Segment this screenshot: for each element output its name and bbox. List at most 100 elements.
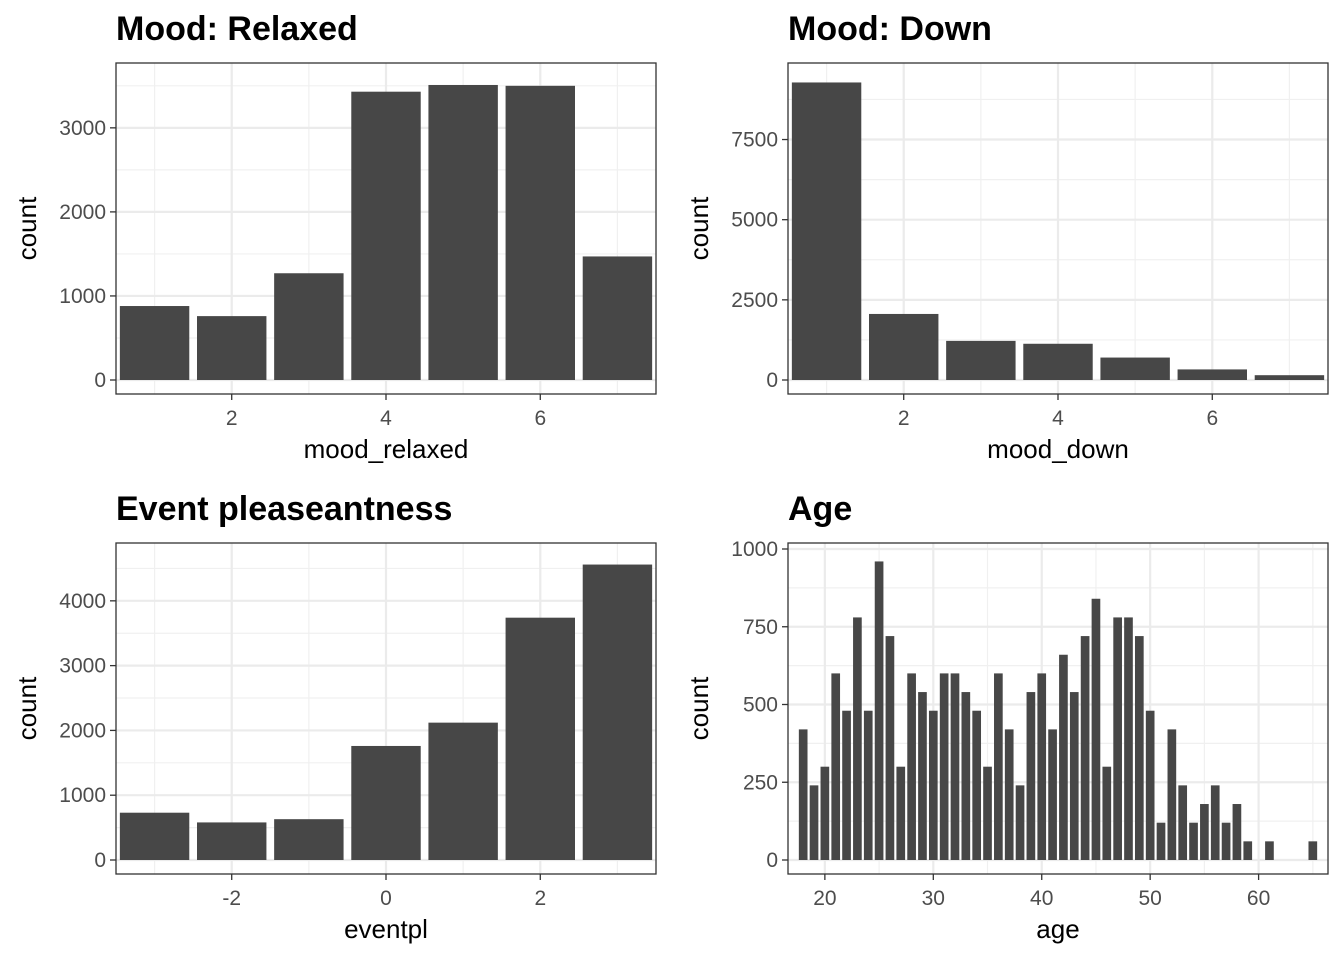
bar [885, 636, 895, 860]
bar [1189, 822, 1198, 860]
bar [820, 766, 830, 860]
x-tick-label: 6 [1206, 407, 1218, 430]
bar [1232, 804, 1242, 860]
bar [896, 766, 906, 860]
y-tick-label: 0 [94, 849, 106, 872]
y-tick-label: 7500 [731, 129, 778, 152]
y-tick-label: 2000 [59, 201, 106, 224]
chart-title: Age [788, 490, 852, 528]
x-tick-label: 20 [813, 887, 836, 910]
bar [939, 673, 949, 860]
bar [351, 745, 421, 860]
x-tick-label: 2 [226, 407, 238, 430]
x-tick-label: 2 [898, 407, 910, 430]
bar [994, 673, 1003, 860]
bar [1102, 766, 1112, 860]
bar [119, 306, 190, 380]
bar [983, 766, 992, 860]
bar [1134, 636, 1144, 860]
bar [1243, 841, 1253, 860]
bars [119, 564, 653, 860]
bar [791, 82, 862, 381]
bar [1124, 617, 1133, 860]
y-tick-label: 750 [743, 616, 778, 639]
bar [809, 785, 819, 860]
bar [1015, 785, 1025, 860]
panel-mood-down: Mood: Down mood_down count 2 4 6 0 2500 5000 7… [684, 10, 1329, 464]
bar [1178, 785, 1188, 860]
bar [853, 617, 862, 860]
bar [428, 722, 498, 860]
bar [907, 673, 916, 860]
y-axis-label: count [684, 676, 714, 740]
bar [505, 617, 575, 860]
y-axis-label: count [684, 196, 714, 260]
y-tick-label: 0 [94, 369, 106, 392]
y-tick-label: 1000 [59, 784, 106, 807]
bar [842, 710, 851, 860]
y-tick-label: 0 [766, 849, 778, 872]
bar [582, 256, 653, 380]
bar [1059, 654, 1068, 860]
x-tick-label: 60 [1247, 887, 1270, 910]
bar [869, 313, 939, 380]
bar [1037, 673, 1047, 860]
x-tick-label: -2 [222, 887, 241, 910]
bar [1026, 692, 1036, 860]
bar [582, 564, 653, 860]
bar [1210, 785, 1220, 860]
plot-border [787, 542, 1329, 875]
y-tick-label: 2500 [731, 289, 778, 312]
bar [197, 822, 267, 860]
bar [1254, 375, 1325, 380]
x-tick-label: 4 [1052, 407, 1064, 430]
bar [1221, 822, 1231, 860]
y-tick-label: 5000 [731, 209, 778, 232]
y-tick-label: 1000 [731, 538, 778, 561]
bar [946, 340, 1016, 380]
bar [274, 273, 344, 380]
x-tick-label: 50 [1138, 887, 1161, 910]
y-tick-label: 250 [743, 771, 778, 794]
chart-title: Event pleaseantness [116, 490, 452, 528]
bar [950, 673, 960, 860]
bar [1023, 343, 1093, 380]
x-tick-label: 6 [534, 407, 546, 430]
bar [918, 692, 927, 860]
bars [119, 84, 653, 381]
x-tick-label: 4 [380, 407, 392, 430]
x-tick-label: 2 [534, 887, 546, 910]
bar [1145, 710, 1155, 860]
x-axis-label: mood_down [987, 434, 1129, 464]
panel-mood-relaxed: Mood: Relaxed mood_relaxed count 2 4 6 0 100… [12, 10, 657, 464]
ticks: -2 0 2 0 1000 2000 3000 4000 [59, 590, 546, 910]
bar [1004, 729, 1014, 860]
y-tick-label: 0 [766, 369, 778, 392]
x-tick-label: 0 [380, 887, 392, 910]
chart-title: Mood: Relaxed [116, 10, 358, 48]
panel-age: Age age count 20 30 40 50 60 0 250 500 750 1000 [684, 490, 1329, 944]
ticks: 2 4 6 0 2500 5000 7500 [731, 129, 1218, 430]
bar [798, 729, 808, 860]
x-axis-label: eventpl [344, 914, 428, 944]
y-axis-label: count [12, 676, 42, 740]
y-axis-label: count [12, 196, 42, 260]
bar [1167, 729, 1177, 860]
grid [788, 63, 1328, 394]
bar [1113, 617, 1122, 860]
bar [1048, 729, 1057, 860]
bar [197, 316, 267, 380]
bar [1177, 369, 1247, 380]
y-tick-label: 3000 [59, 117, 106, 140]
x-axis-label: mood_relaxed [304, 434, 469, 464]
bar [961, 692, 971, 860]
y-tick-label: 4000 [59, 590, 106, 613]
bar [119, 812, 190, 860]
bar [428, 84, 498, 380]
bar [972, 710, 982, 860]
ticks: 2 4 6 0 1000 2000 3000 [59, 117, 546, 430]
x-tick-label: 30 [922, 887, 945, 910]
bar [831, 673, 841, 860]
bar [1069, 692, 1079, 860]
